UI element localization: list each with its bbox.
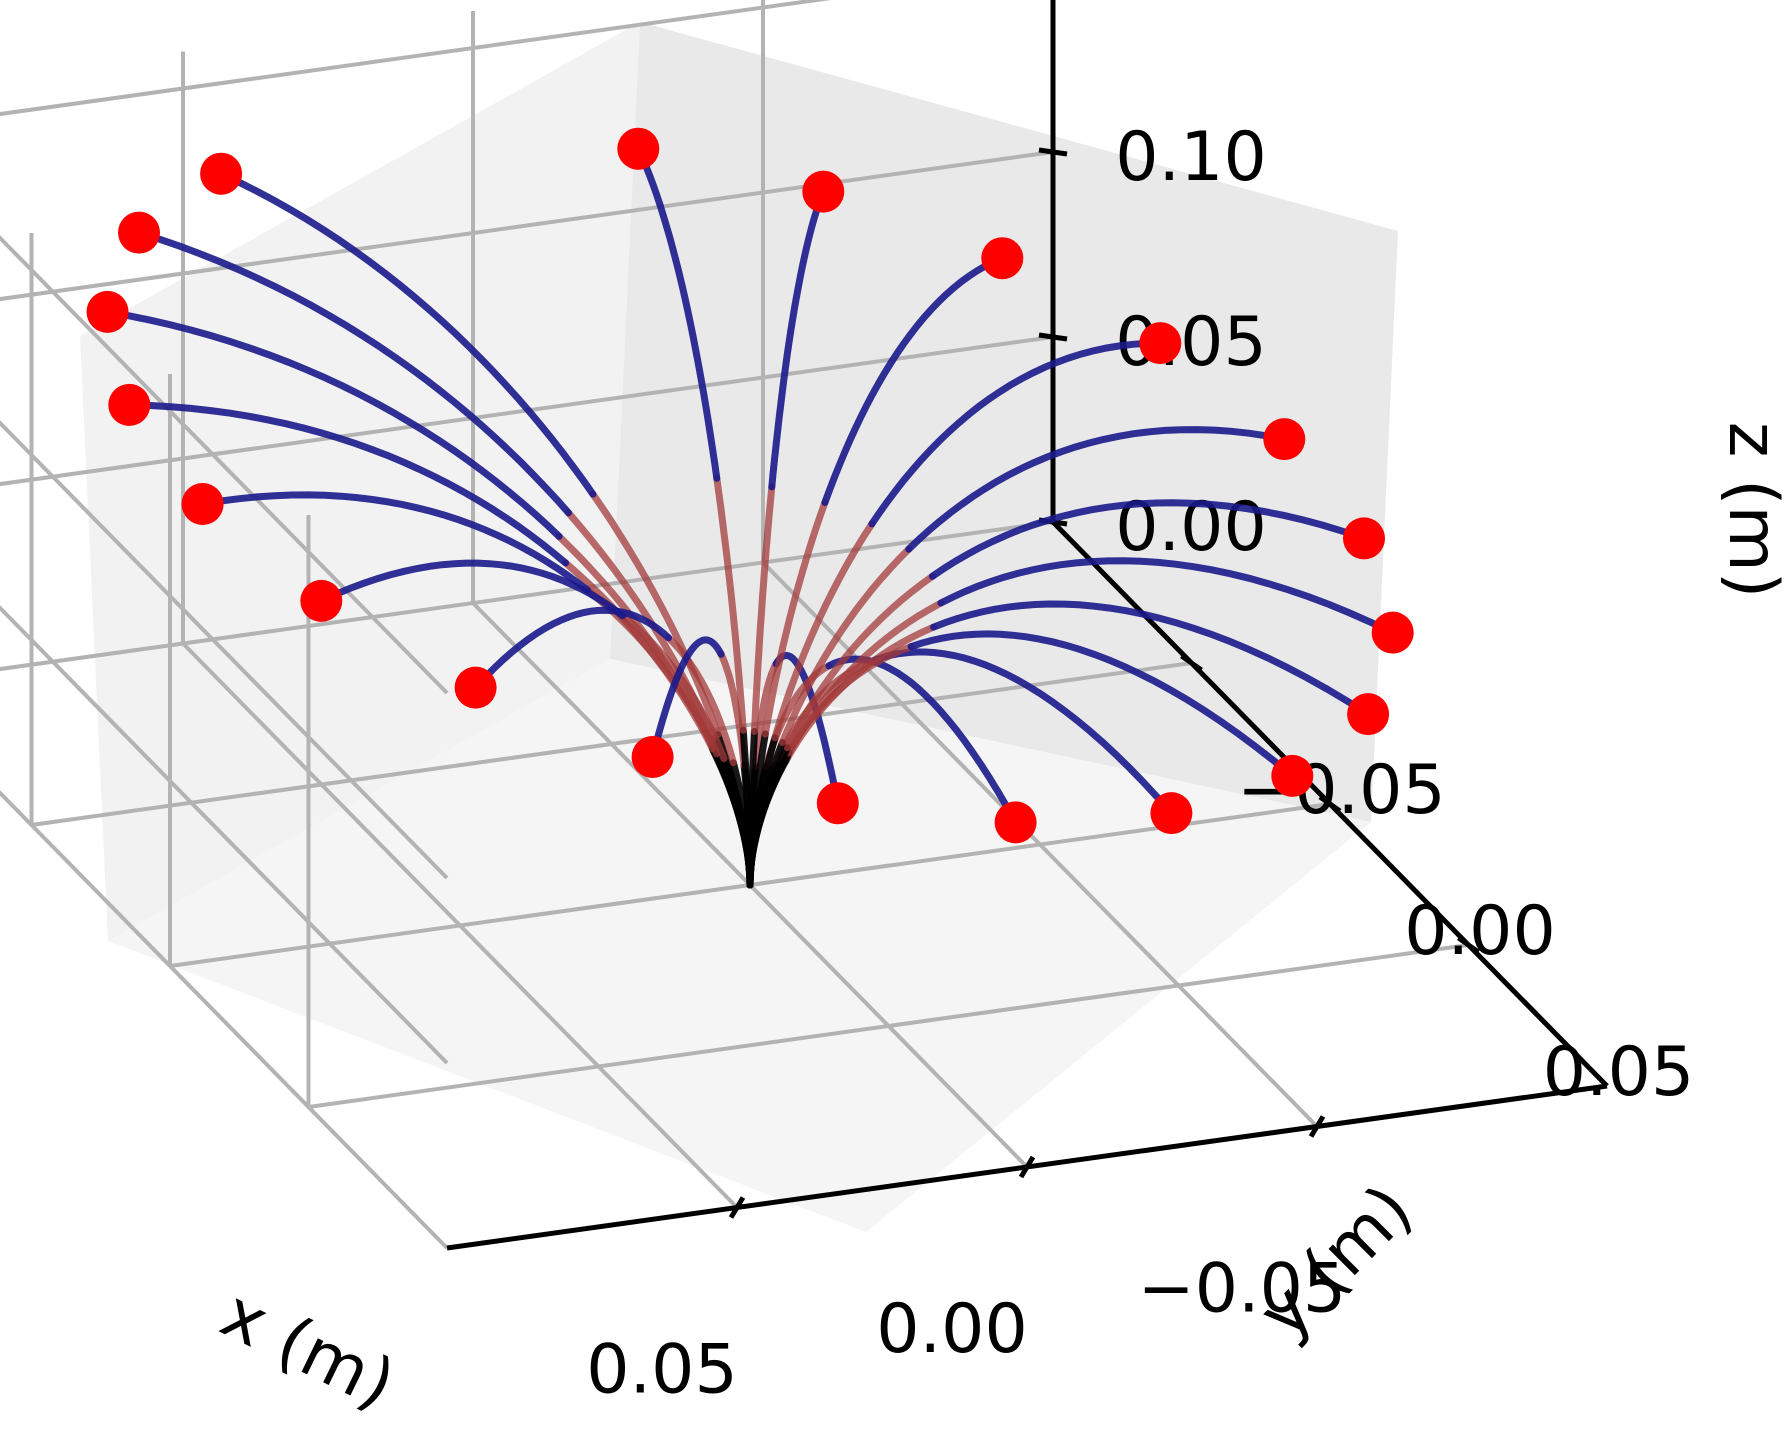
trajectory-9-segment-tip (825, 655, 1020, 826)
endpoint-13 (1371, 611, 1414, 654)
grid-floor-y-0 (31, 661, 1192, 827)
trajectory-6-segment-middle (665, 634, 737, 767)
endpoints (86, 127, 1414, 844)
trajectory-15-segment-tip (905, 426, 1288, 553)
trajectory-1-segment-tip (135, 229, 572, 517)
endpoint-14 (1343, 517, 1385, 560)
y-tick-label-2: 0.05 (1543, 1033, 1694, 1112)
endpoint-2 (86, 290, 129, 333)
trajectory-7-segment-tip (649, 636, 725, 761)
grid-wall-right-z-2 (0, 150, 1054, 302)
endpoint-7 (631, 736, 674, 778)
y-tick-0 (1180, 653, 1203, 673)
endpoint-12 (1347, 693, 1390, 736)
trajectory-17-segment-tip (821, 254, 1006, 506)
y-tick-1 (1318, 794, 1342, 814)
grid-wall-left-z-3 (0, 235, 449, 695)
z-tick-1 (1038, 332, 1068, 342)
trajectory-10-segment-tip (871, 648, 1175, 817)
endpoint-0 (200, 152, 243, 195)
grid-wall-left-z-0 (0, 790, 449, 1250)
back-wall-right (610, 22, 1398, 822)
trajectory-16-segment-tip (868, 339, 1164, 528)
endpoint-1 (118, 211, 160, 254)
trajectory-2-segment-tip (104, 308, 563, 540)
trajectory-18-segment-tip (768, 188, 827, 491)
endpoint-3 (108, 383, 151, 426)
endpoint-18 (802, 170, 845, 213)
endpoint-8 (816, 782, 859, 825)
z-tick-2 (1038, 147, 1068, 157)
endpoint-9 (994, 801, 1037, 844)
floor-pane (108, 659, 1371, 1232)
z-tick-label-3: 0.15 (1115, 0, 1266, 12)
trajectory-19-segment-middle (713, 474, 747, 734)
y-tick-label-0: −0.05 (1237, 751, 1445, 830)
trajectory-16-segment-middle (771, 520, 876, 742)
trajectory-4-segment-tip (199, 491, 591, 594)
grid-wall-right-z-3 (0, 0, 832, 117)
trajectory-13-segment-middle (785, 599, 945, 757)
endpoint-5 (300, 579, 343, 622)
trajectory-6-segment-tip (472, 606, 672, 692)
trajectory-19-segment-base (739, 726, 754, 889)
trajectory-5-segment-tip (317, 559, 627, 620)
y-tick-2 (1457, 935, 1480, 955)
trajectory-13-segment-tip (937, 557, 1397, 637)
trajectory-14-segment-tip (928, 499, 1368, 580)
trajectory-15-segment-middle (778, 545, 913, 746)
endpoint-11 (1271, 754, 1314, 797)
chart-panes (80, 22, 1398, 1232)
x-tick-1 (1018, 1155, 1036, 1179)
trajectory-0-segment-middle (589, 490, 722, 739)
tick-labels: 0.050.00−0.05−0.050.000.050.000.050.100.… (586, 0, 1694, 1410)
x-tick-2 (1308, 1115, 1326, 1138)
trajectory-5-segment-middle (619, 612, 728, 763)
z-axis-label: z (m) (1713, 422, 1790, 599)
grid-wall-left-z-1 (0, 605, 449, 1065)
trajectory-17-segment-middle (761, 499, 829, 738)
endpoint-4 (181, 483, 224, 525)
grid-floor-y-2 (308, 943, 1469, 1109)
endpoint-17 (981, 237, 1024, 280)
trajectory-18-segment-middle (750, 483, 776, 735)
trajectory-19-segment-tip (634, 145, 721, 482)
x-tick-label-1: 0.00 (876, 1290, 1027, 1369)
x-tick-label-2: −0.05 (1138, 1250, 1346, 1329)
trajectory-8-segment-middle (751, 660, 780, 771)
endpoint-19 (617, 127, 660, 170)
grid-wall-left-z-2 (0, 420, 449, 880)
x-tick-label-0: 0.05 (586, 1331, 737, 1410)
trajectory-14-segment-middle (783, 572, 936, 752)
x-axis-label: x (m) (209, 1275, 406, 1425)
x-tick-0 (728, 1196, 746, 1219)
endpoint-15 (1263, 418, 1306, 461)
y-tick-label-1: 0.00 (1404, 892, 1555, 971)
back-wall-left (80, 22, 640, 941)
trajectory-12-segment-tip (930, 600, 1372, 718)
z-tick-label-2: 0.10 (1115, 118, 1266, 197)
endpoint-10 (1150, 792, 1193, 835)
trajectory-0-segment-tip (217, 170, 597, 498)
trajectory-3-segment-tip (125, 401, 570, 567)
trajectory-curves (104, 145, 1397, 889)
endpoint-16 (1139, 322, 1182, 365)
endpoint-6 (454, 666, 497, 709)
trajectory-11-segment-tip (907, 630, 1296, 780)
